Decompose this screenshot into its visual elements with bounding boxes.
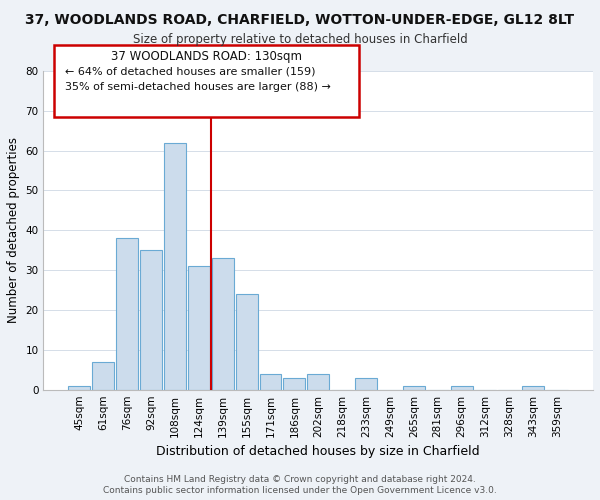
Bar: [140, 250, 162, 390]
Bar: [116, 238, 138, 390]
Bar: [403, 386, 425, 390]
Text: Contains HM Land Registry data © Crown copyright and database right 2024.: Contains HM Land Registry data © Crown c…: [124, 475, 476, 484]
Bar: [92, 362, 115, 390]
Text: ← 64% of detached houses are smaller (159): ← 64% of detached houses are smaller (15…: [65, 66, 316, 76]
Bar: [236, 294, 257, 390]
Text: 35% of semi-detached houses are larger (88) →: 35% of semi-detached houses are larger (…: [65, 82, 331, 92]
Bar: [283, 378, 305, 390]
Bar: [522, 386, 544, 390]
Bar: [164, 142, 186, 390]
Bar: [451, 386, 473, 390]
Text: Contains public sector information licensed under the Open Government Licence v3: Contains public sector information licen…: [103, 486, 497, 495]
Text: 37, WOODLANDS ROAD, CHARFIELD, WOTTON-UNDER-EDGE, GL12 8LT: 37, WOODLANDS ROAD, CHARFIELD, WOTTON-UN…: [25, 12, 575, 26]
X-axis label: Distribution of detached houses by size in Charfield: Distribution of detached houses by size …: [157, 445, 480, 458]
Y-axis label: Number of detached properties: Number of detached properties: [7, 138, 20, 324]
Text: Size of property relative to detached houses in Charfield: Size of property relative to detached ho…: [133, 32, 467, 46]
Bar: [355, 378, 377, 390]
Bar: [307, 374, 329, 390]
Bar: [68, 386, 91, 390]
Bar: [260, 374, 281, 390]
Bar: [188, 266, 210, 390]
Text: 37 WOODLANDS ROAD: 130sqm: 37 WOODLANDS ROAD: 130sqm: [112, 50, 302, 63]
FancyBboxPatch shape: [55, 46, 359, 117]
Bar: [212, 258, 234, 390]
